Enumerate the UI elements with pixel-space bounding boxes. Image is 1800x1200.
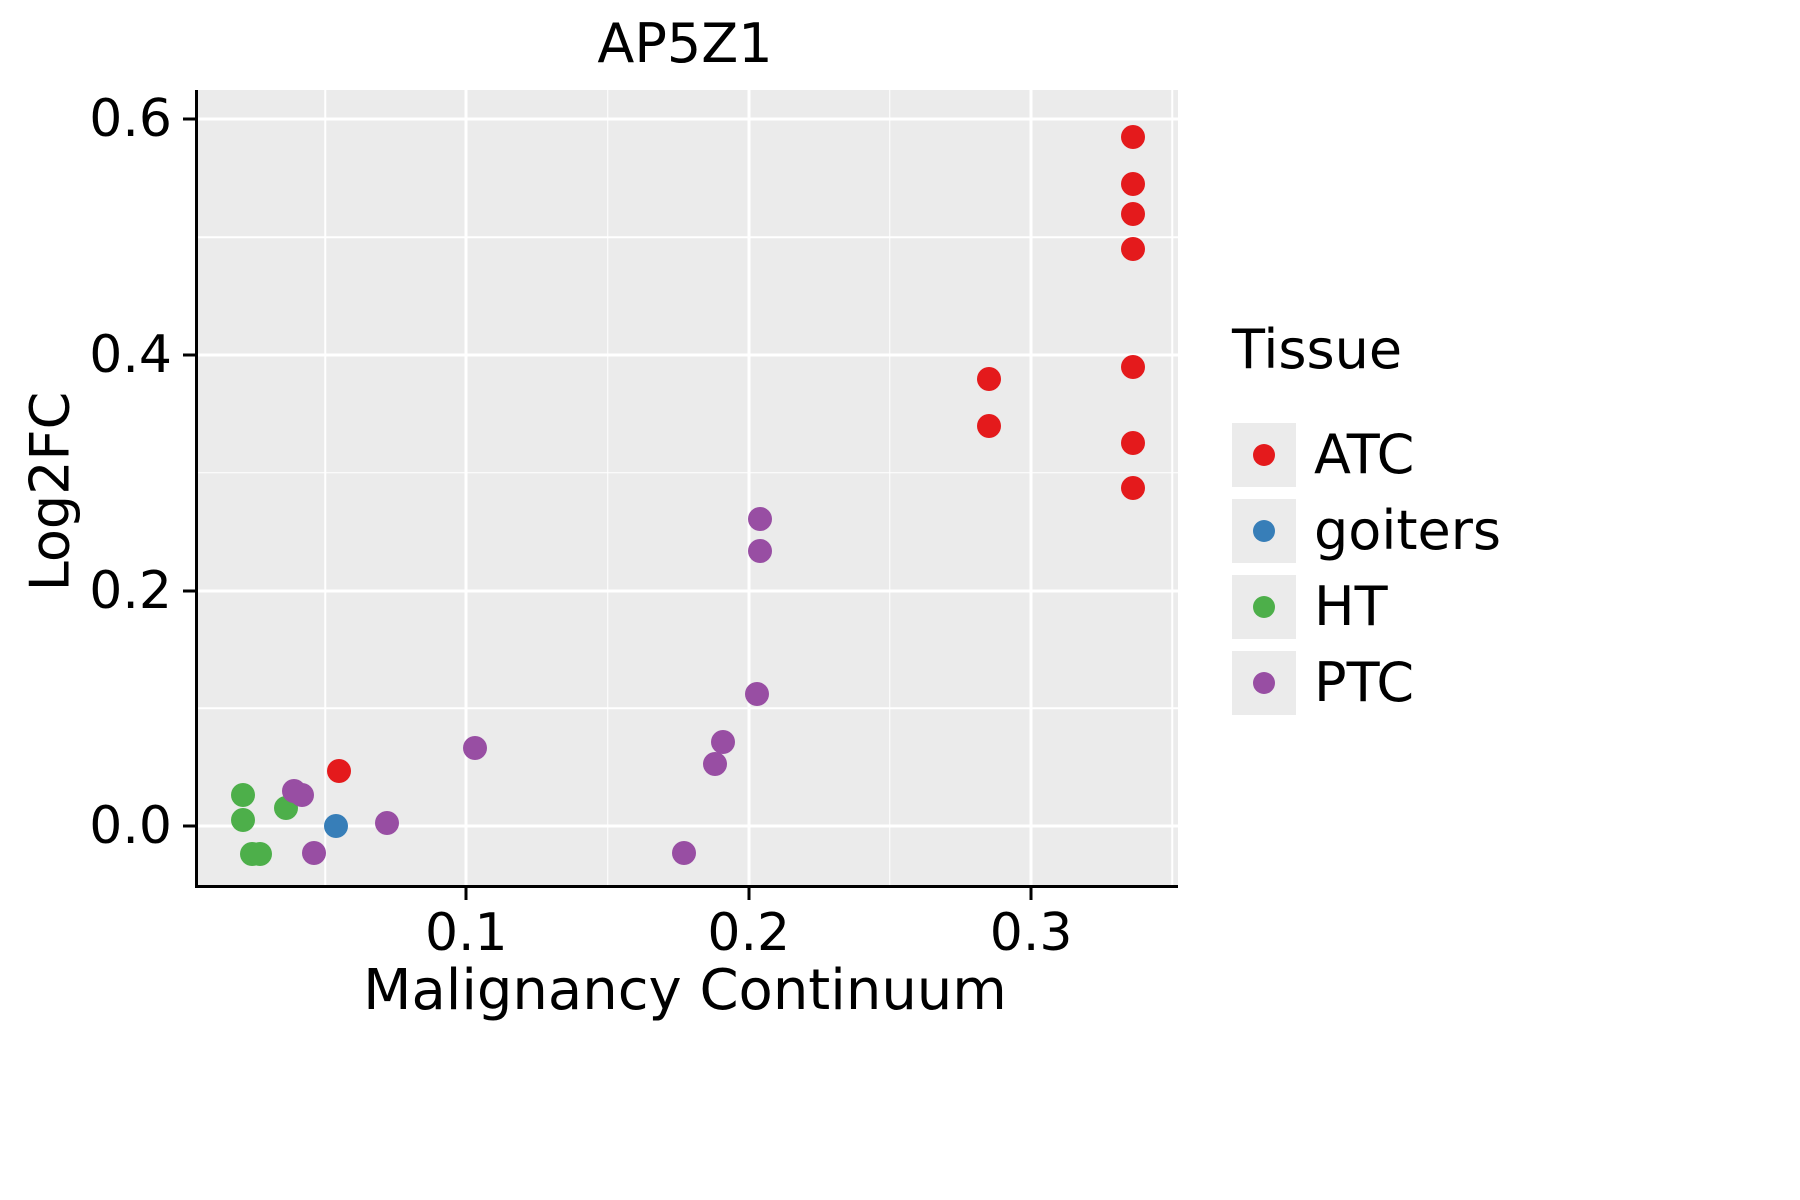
legend-dot-icon (1253, 672, 1275, 694)
plot-panel: 0.1 0.2 0.3 0.0 0.2 0.4 0.6 (89, 90, 1178, 959)
major-gridline-h (198, 353, 1178, 357)
legend: Tissue ATC goiters HT PTC (1232, 318, 1501, 721)
major-gridline-v (464, 90, 468, 885)
data-point-PTC (748, 506, 773, 531)
minor-gridline-h (198, 472, 1178, 474)
legend-key (1232, 423, 1296, 487)
data-point-PTC (290, 783, 315, 808)
data-point-PTC (375, 810, 400, 835)
minor-gridline-h (198, 707, 1178, 710)
legend-label: ATC (1314, 423, 1415, 486)
data-point-PTC (748, 538, 773, 563)
x-tick-label: 0.3 (989, 903, 1073, 963)
data-point-ATC (976, 413, 1001, 438)
minor-gridline-v (1171, 90, 1174, 885)
data-point-PTC (711, 730, 736, 755)
data-point-ATC (1120, 431, 1145, 456)
data-point-HT (231, 808, 256, 833)
legend-item-ptc: PTC (1232, 645, 1501, 721)
y-tick-label: 0.0 (89, 796, 172, 857)
data-point-ATC (1120, 201, 1145, 226)
major-gridline-h (198, 824, 1178, 828)
data-point-ATC (327, 758, 352, 783)
minor-gridline-h (198, 236, 1178, 238)
major-gridline-h (198, 117, 1178, 121)
data-point-goiters (324, 814, 349, 839)
data-point-ATC (1120, 172, 1145, 197)
x-tick-mark (747, 888, 751, 900)
data-point-ATC (976, 366, 1001, 391)
legend-key (1232, 651, 1296, 715)
data-point-PTC (745, 682, 770, 707)
y-axis-label: Log2FC (18, 391, 82, 592)
data-point-ATC (1120, 354, 1145, 379)
y-tick-label: 0.4 (89, 324, 172, 385)
x-axis-label: Malignancy Continuum (363, 958, 1007, 1023)
y-tick-mark (183, 117, 195, 121)
y-tick-mark (183, 824, 195, 828)
legend-label: goiters (1314, 499, 1502, 562)
data-point-PTC (702, 751, 727, 776)
y-tick-label: 0.6 (89, 89, 172, 150)
data-point-HT (231, 783, 256, 808)
y-tick-label: 0.2 (89, 560, 172, 621)
data-point-ATC (1120, 476, 1145, 501)
legend-title: Tissue (1232, 318, 1403, 381)
x-tick-label: 0.2 (707, 903, 791, 963)
data-point-ATC (1120, 125, 1145, 150)
y-tick-mark (183, 353, 195, 357)
legend-dot-icon (1253, 520, 1275, 542)
legend-item-goiters: goiters (1232, 493, 1501, 569)
major-gridline-v (747, 90, 751, 885)
data-point-ATC (1120, 237, 1145, 261)
data-point-PTC (301, 841, 326, 866)
major-gridline-v (1029, 90, 1033, 885)
legend-label: PTC (1314, 651, 1415, 714)
legend-item-ht: HT (1232, 569, 1501, 645)
legend-dot-icon (1253, 596, 1275, 618)
data-point-HT (248, 842, 273, 867)
minor-gridline-v (889, 90, 891, 885)
legend-key (1232, 575, 1296, 639)
legend-dot-icon (1253, 444, 1275, 466)
minor-gridline-v (324, 90, 326, 885)
legend-label: HT (1314, 575, 1388, 638)
data-point-PTC (671, 841, 696, 866)
chart-title: AP5Z1 (597, 12, 773, 75)
legend-key (1232, 499, 1296, 563)
y-tick-mark (183, 589, 195, 593)
x-tick-mark (1029, 888, 1033, 900)
minor-gridline-v (606, 90, 609, 885)
major-gridline-h (198, 589, 1178, 593)
data-point-PTC (462, 736, 487, 761)
x-tick-mark (464, 888, 468, 900)
legend-item-atc: ATC (1232, 417, 1501, 493)
x-tick-label: 0.1 (424, 903, 508, 963)
